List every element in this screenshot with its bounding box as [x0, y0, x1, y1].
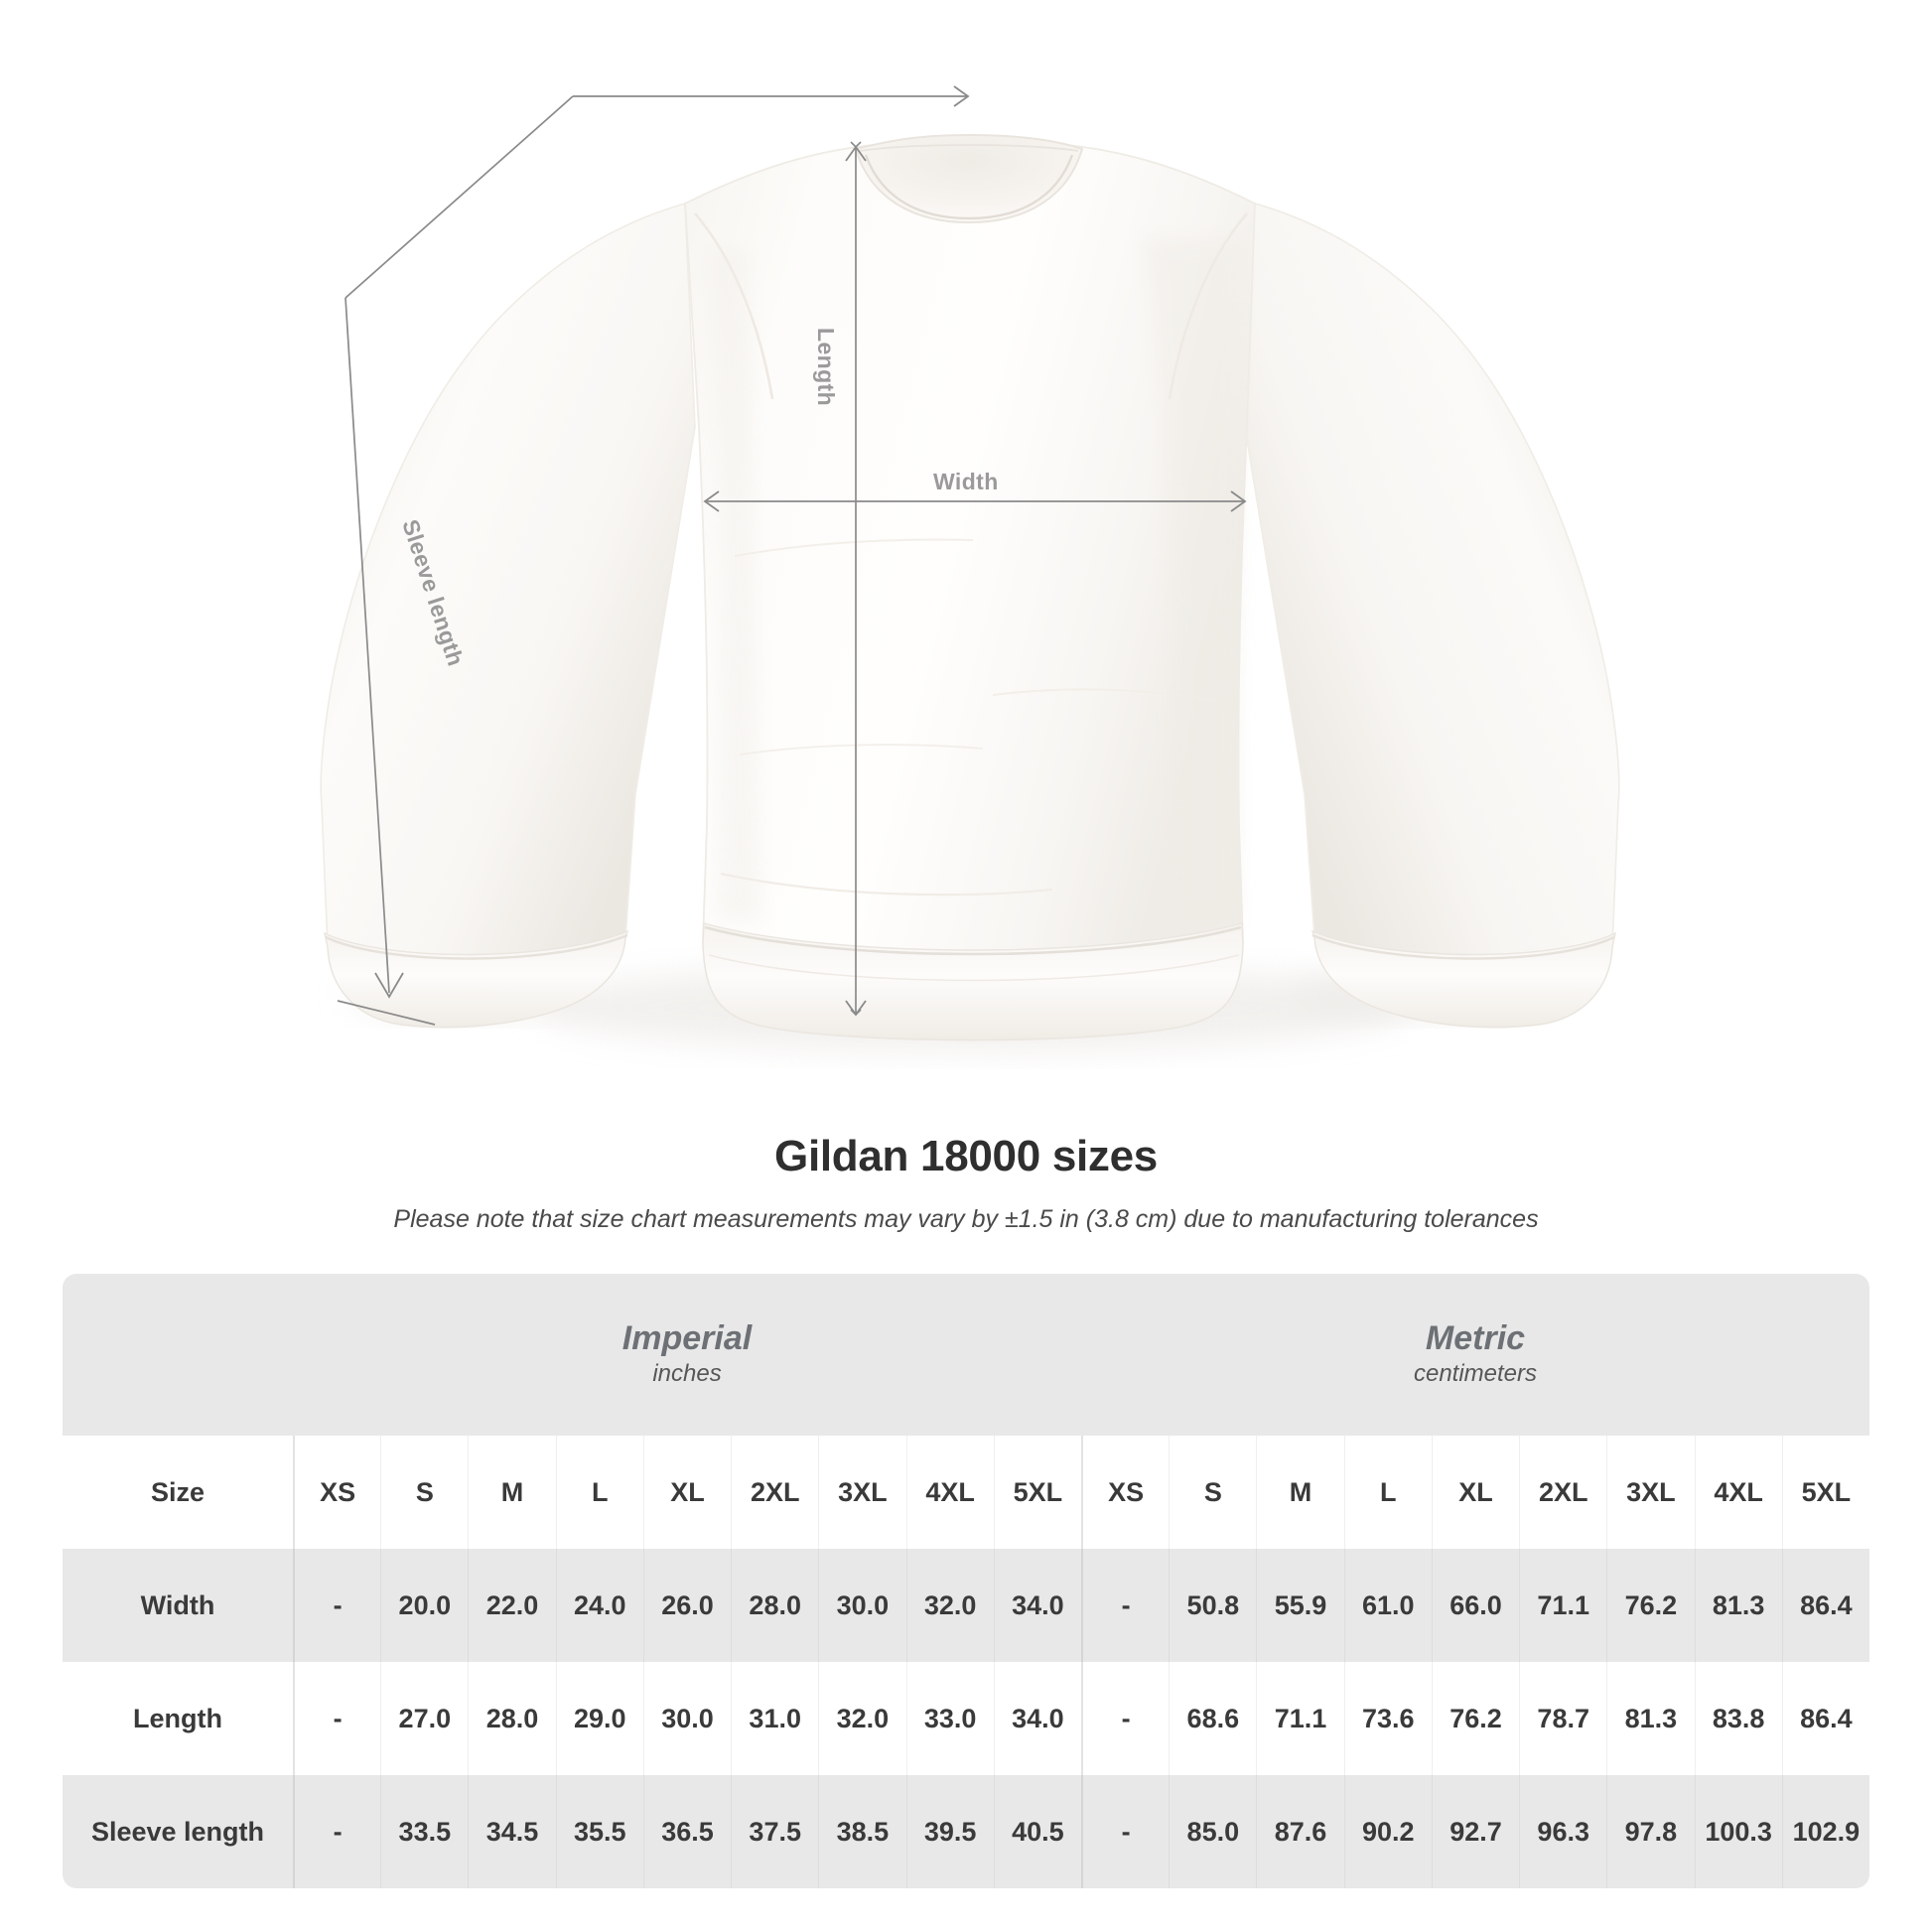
page-title: Gildan 18000 sizes: [774, 1132, 1158, 1180]
cell-length-imperial-s: 27.0: [380, 1662, 469, 1775]
cell-length-imperial-l: 29.0: [555, 1662, 643, 1775]
cell-sleeve-length-metric-m: 87.6: [1256, 1775, 1344, 1888]
cell-length-imperial-xl: 30.0: [642, 1662, 732, 1775]
cell-width-imperial-xs: -: [293, 1549, 381, 1662]
cell-length-metric-5xl: 86.4: [1781, 1662, 1869, 1775]
unit-group-name: Metric: [1425, 1319, 1526, 1358]
cell-length-metric-m: 71.1: [1256, 1662, 1344, 1775]
cell-sleeve-length-imperial-s: 33.5: [380, 1775, 469, 1888]
cell-sleeve-length-metric-xl: 92.7: [1431, 1775, 1520, 1888]
size-header-metric-l: L: [1343, 1436, 1432, 1549]
unit-group-subtitle: inches: [652, 1360, 722, 1388]
cell-sleeve-length-imperial-l: 35.5: [555, 1775, 643, 1888]
size-header-imperial-l: L: [555, 1436, 643, 1549]
cell-width-metric-xl: 66.0: [1431, 1549, 1520, 1662]
length-label: Length: [813, 328, 839, 407]
size-header-metric-s: S: [1169, 1436, 1256, 1549]
unit-header-row: Imperial inches Metric centimeters: [63, 1274, 1869, 1436]
cell-width-metric-5xl: 86.4: [1781, 1549, 1869, 1662]
cell-length-metric-4xl: 83.8: [1694, 1662, 1782, 1775]
cell-width-imperial-5xl: 34.0: [993, 1549, 1081, 1662]
sweatshirt-illustration: [320, 133, 1620, 1051]
cell-sleeve-length-imperial-m: 34.5: [468, 1775, 556, 1888]
unit-group-subtitle: centimeters: [1413, 1360, 1538, 1388]
row-label-length: Length: [63, 1662, 293, 1775]
unit-group-metric: Metric centimeters: [1081, 1274, 1869, 1436]
cell-sleeve-length-imperial-xs: -: [293, 1775, 381, 1888]
cell-width-imperial-s: 20.0: [380, 1549, 469, 1662]
cell-sleeve-length-imperial-5xl: 40.5: [993, 1775, 1081, 1888]
unit-group-imperial: Imperial inches: [293, 1274, 1081, 1436]
cell-width-metric-4xl: 81.3: [1694, 1549, 1782, 1662]
cell-length-imperial-5xl: 34.0: [993, 1662, 1081, 1775]
cell-length-metric-3xl: 81.3: [1606, 1662, 1695, 1775]
cell-sleeve-length-metric-l: 90.2: [1343, 1775, 1432, 1888]
size-header-metric-xs: XS: [1081, 1436, 1169, 1549]
cell-sleeve-length-metric-5xl: 102.9: [1781, 1775, 1869, 1888]
size-header-imperial-s: S: [380, 1436, 468, 1549]
size-header-imperial-xs: XS: [293, 1436, 380, 1549]
size-header-metric-5xl: 5XL: [1781, 1436, 1869, 1549]
size-chart-table-wrapper: Imperial inches Metric centimeters Size XS S M L…: [63, 1274, 1869, 1888]
size-chart-table: Imperial inches Metric centimeters Size XS S M L…: [63, 1274, 1869, 1888]
size-header-metric-xl: XL: [1431, 1436, 1519, 1549]
table-row: Width -20.0 22.0 24.0 26.0 28.0 30.0 32.0 34.0-5…: [63, 1549, 1869, 1662]
cell-sleeve-length-imperial-3xl: 38.5: [818, 1775, 906, 1888]
garment-diagram: Length Width Sleeve length: [320, 85, 1620, 1051]
table-row: Sleeve length -33.5 34.5 35.5 36.5 37.5 38.5 39…: [63, 1775, 1869, 1888]
title-block: Gildan 18000 sizes Please note that size…: [0, 1132, 1932, 1234]
cell-width-metric-m: 55.9: [1256, 1549, 1344, 1662]
tolerance-note: Please note that size chart measurements…: [393, 1205, 1539, 1233]
unit-header-spacer: [63, 1274, 293, 1436]
cell-width-imperial-3xl: 30.0: [818, 1549, 906, 1662]
cell-length-metric-xl: 76.2: [1431, 1662, 1520, 1775]
cell-width-imperial-2xl: 28.0: [731, 1549, 819, 1662]
cell-width-imperial-m: 22.0: [468, 1549, 556, 1662]
cell-width-imperial-xl: 26.0: [642, 1549, 732, 1662]
width-label: Width: [933, 469, 999, 494]
cell-sleeve-length-metric-4xl: 100.3: [1694, 1775, 1782, 1888]
cell-sleeve-length-metric-s: 85.0: [1169, 1775, 1257, 1888]
cell-length-imperial-m: 28.0: [468, 1662, 556, 1775]
cell-length-metric-xs: -: [1081, 1662, 1170, 1775]
cell-sleeve-length-imperial-xl: 36.5: [642, 1775, 732, 1888]
cell-sleeve-length-imperial-4xl: 39.5: [905, 1775, 994, 1888]
size-header-metric-4xl: 4XL: [1694, 1436, 1782, 1549]
size-header-metric-3xl: 3XL: [1606, 1436, 1694, 1549]
size-header-label: Size: [150, 1476, 206, 1507]
cell-length-imperial-2xl: 31.0: [731, 1662, 819, 1775]
cell-width-metric-s: 50.8: [1169, 1549, 1257, 1662]
size-header-row: Size XS S M L XL 2XL 3XL 4XL 5XL XS S M L XL 2XL 3XL 4XL 5…: [63, 1436, 1869, 1549]
cell-width-metric-l: 61.0: [1343, 1549, 1432, 1662]
cell-width-imperial-4xl: 32.0: [905, 1549, 994, 1662]
size-header-imperial-4xl: 4XL: [905, 1436, 994, 1549]
cell-length-imperial-xs: -: [293, 1662, 381, 1775]
cell-width-metric-3xl: 76.2: [1606, 1549, 1695, 1662]
row-label-width: Width: [63, 1549, 293, 1662]
cell-width-metric-2xl: 71.1: [1519, 1549, 1607, 1662]
cell-length-metric-s: 68.6: [1169, 1662, 1257, 1775]
size-header-imperial-m: M: [468, 1436, 555, 1549]
cell-sleeve-length-imperial-2xl: 37.5: [731, 1775, 819, 1888]
size-header-metric-m: M: [1256, 1436, 1343, 1549]
size-header-imperial-5xl: 5XL: [993, 1436, 1081, 1549]
cell-length-imperial-4xl: 33.0: [905, 1662, 994, 1775]
cell-length-metric-l: 73.6: [1343, 1662, 1432, 1775]
table-row: Length -27.0 28.0 29.0 30.0 31.0 32.0 33.0 34.0-…: [63, 1662, 1869, 1775]
size-header-metric-2xl: 2XL: [1519, 1436, 1606, 1549]
cell-length-metric-2xl: 78.7: [1519, 1662, 1607, 1775]
cell-width-metric-xs: -: [1081, 1549, 1170, 1662]
cell-sleeve-length-metric-xs: -: [1081, 1775, 1170, 1888]
cell-width-imperial-l: 24.0: [555, 1549, 643, 1662]
unit-group-name: Imperial: [621, 1319, 753, 1358]
row-label-sleeve-length: Sleeve length: [63, 1775, 293, 1888]
cell-sleeve-length-metric-3xl: 97.8: [1606, 1775, 1695, 1888]
size-header-imperial-3xl: 3XL: [818, 1436, 905, 1549]
cell-sleeve-length-metric-2xl: 96.3: [1519, 1775, 1607, 1888]
size-header-imperial-xl: XL: [642, 1436, 731, 1549]
cell-length-imperial-3xl: 32.0: [818, 1662, 906, 1775]
size-header-imperial-2xl: 2XL: [731, 1436, 818, 1549]
measurement-lines: [337, 85, 1247, 1026]
